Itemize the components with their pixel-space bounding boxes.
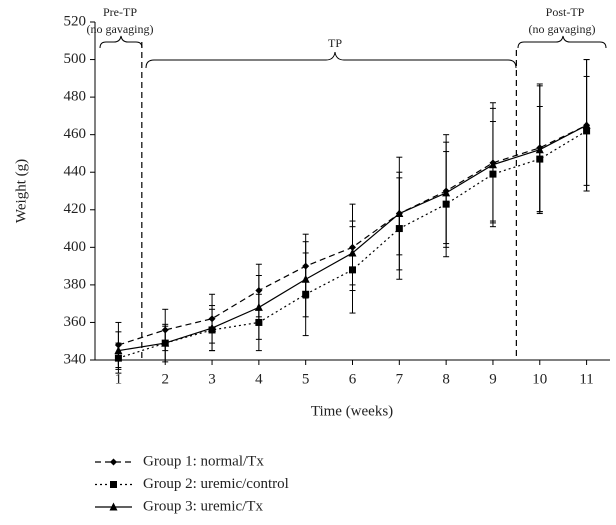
x-tick-label: 5	[302, 371, 310, 387]
legend-marker	[109, 502, 118, 511]
marker	[254, 302, 263, 311]
x-tick-label: 2	[161, 371, 169, 387]
marker	[488, 160, 497, 169]
marker	[301, 274, 310, 283]
y-tick-label: 340	[64, 351, 87, 367]
annotation: Post-TP	[546, 5, 585, 19]
x-tick-label: 10	[532, 371, 547, 387]
marker	[161, 338, 170, 347]
x-axis-title: Time (weeks)	[311, 403, 393, 419]
annotation: Pre-TP	[103, 5, 137, 19]
y-tick-label: 360	[64, 314, 87, 330]
y-tick-label: 380	[64, 276, 87, 292]
legend-label: Group 3: uremic/Tx	[143, 498, 263, 514]
annotation: (no gavaging)	[87, 22, 154, 36]
y-tick-label: 420	[64, 201, 87, 217]
x-tick-label: 7	[396, 371, 404, 387]
y-tick-label: 520	[64, 13, 87, 29]
y-axis-title: Weight (g)	[13, 159, 29, 223]
brace	[145, 51, 517, 69]
y-tick-label: 460	[64, 126, 87, 142]
x-tick-label: 6	[349, 371, 357, 387]
brace	[99, 35, 143, 49]
x-tick-label: 8	[442, 371, 450, 387]
annotation: TP	[328, 36, 342, 50]
marker	[208, 323, 217, 332]
x-tick-label: 4	[255, 371, 263, 387]
marker	[114, 346, 123, 355]
y-tick-label: 480	[64, 89, 87, 105]
legend-label: Group 2: uremic/control	[143, 476, 289, 492]
marker	[582, 120, 591, 129]
brace	[517, 35, 607, 49]
legend-marker	[110, 481, 117, 488]
x-tick-label: 9	[489, 371, 497, 387]
annotation: (no gavaging)	[529, 22, 596, 36]
marker	[395, 209, 404, 218]
y-tick-label: 500	[64, 51, 87, 67]
y-tick-label: 400	[64, 239, 87, 255]
series-line	[118, 130, 587, 359]
marker	[535, 145, 544, 154]
marker	[442, 188, 451, 197]
y-tick-label: 440	[64, 164, 87, 180]
x-tick-label: 3	[208, 371, 216, 387]
legend-marker	[110, 458, 117, 466]
x-tick-label: 1	[115, 371, 123, 387]
legend-label: Group 1: normal/Tx	[143, 453, 264, 469]
x-tick-label: 11	[579, 371, 593, 387]
marker	[348, 248, 357, 257]
